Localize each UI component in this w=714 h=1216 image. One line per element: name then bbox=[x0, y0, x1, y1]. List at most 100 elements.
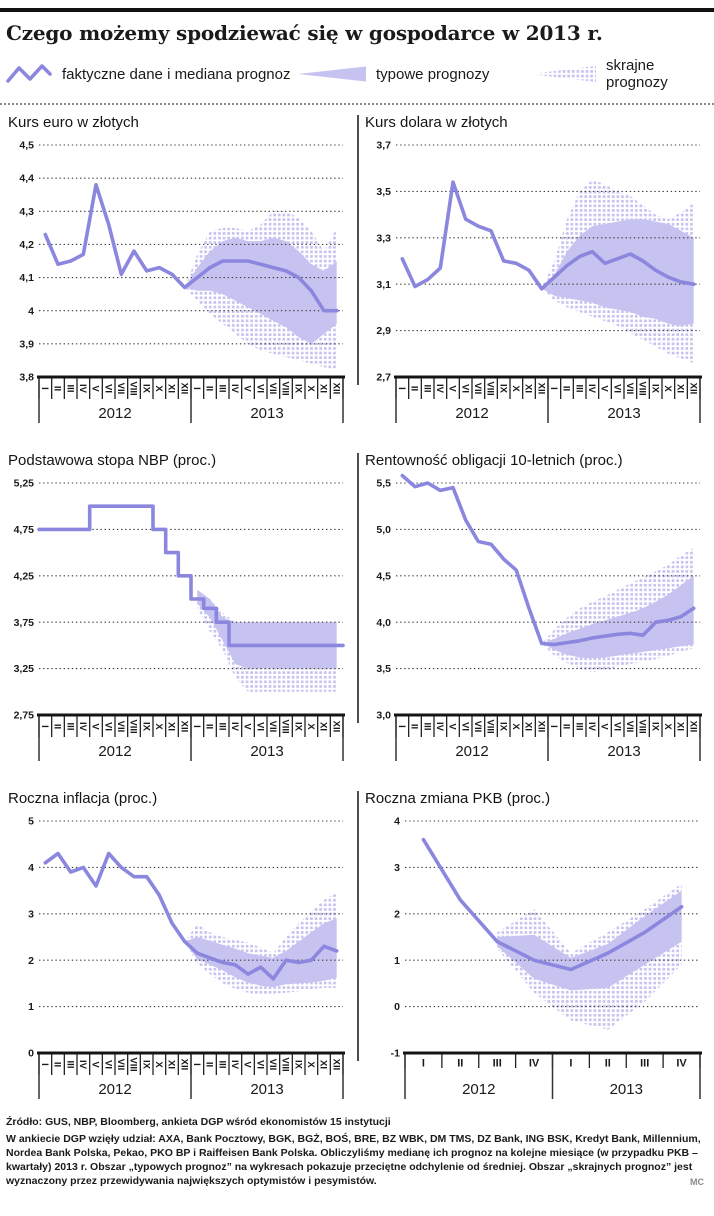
svg-text:X: X bbox=[305, 723, 316, 730]
svg-text:XII: XII bbox=[330, 721, 341, 733]
svg-text:IV: IV bbox=[676, 1057, 687, 1069]
svg-text:II: II bbox=[561, 386, 572, 391]
svg-text:3,25: 3,25 bbox=[14, 663, 35, 675]
svg-text:VIII: VIII bbox=[280, 1057, 291, 1071]
svg-text:IX: IX bbox=[292, 722, 303, 732]
svg-text:3,9: 3,9 bbox=[19, 338, 34, 350]
svg-text:1: 1 bbox=[394, 955, 400, 967]
svg-text:IV: IV bbox=[229, 384, 240, 394]
svg-text:II: II bbox=[204, 386, 215, 391]
svg-text:VII: VII bbox=[624, 383, 635, 395]
svg-text:VI: VI bbox=[254, 384, 265, 393]
svg-text:I: I bbox=[191, 387, 202, 390]
svg-text:V: V bbox=[242, 723, 253, 730]
svg-text:4,25: 4,25 bbox=[14, 570, 35, 582]
svg-text:XI: XI bbox=[166, 384, 177, 393]
svg-text:V: V bbox=[599, 723, 610, 730]
svg-text:4,0: 4,0 bbox=[376, 617, 391, 629]
svg-text:VI: VI bbox=[459, 384, 470, 393]
svg-text:IX: IX bbox=[649, 722, 660, 732]
svg-text:VIII: VIII bbox=[280, 719, 291, 733]
svg-text:2013: 2013 bbox=[607, 405, 640, 422]
svg-text:2,75: 2,75 bbox=[14, 710, 35, 722]
svg-text:3,7: 3,7 bbox=[376, 140, 391, 152]
chart-title-pkb: Roczna zmiana PKB (proc.) bbox=[365, 790, 551, 807]
svg-text:XII: XII bbox=[535, 383, 546, 395]
svg-text:VIII: VIII bbox=[128, 1057, 139, 1071]
svg-text:VI: VI bbox=[254, 722, 265, 731]
chart-title-dolar: Kurs dolara w złotych bbox=[365, 114, 508, 131]
svg-text:V: V bbox=[599, 385, 610, 392]
svg-text:VII: VII bbox=[267, 721, 278, 733]
svg-text:XI: XI bbox=[166, 722, 177, 731]
svg-text:VII: VII bbox=[267, 383, 278, 395]
chart-plot-obligacje: 5,55,04,54,03,53,0I II III IV V VI VII VIII IX X X… bbox=[376, 473, 702, 761]
svg-text:I: I bbox=[191, 725, 202, 728]
svg-text:I: I bbox=[396, 387, 407, 390]
svg-text:I: I bbox=[191, 1063, 202, 1066]
svg-text:XII: XII bbox=[178, 1059, 189, 1071]
svg-text:V: V bbox=[242, 385, 253, 392]
extreme-hatch-icon bbox=[530, 66, 596, 82]
svg-text:VIII: VIII bbox=[128, 719, 139, 733]
svg-text:III: III bbox=[421, 385, 432, 393]
svg-text:I: I bbox=[422, 1057, 425, 1069]
svg-text:2012: 2012 bbox=[455, 743, 488, 760]
svg-text:I: I bbox=[548, 387, 559, 390]
svg-text:X: X bbox=[662, 723, 673, 730]
svg-text:3,3: 3,3 bbox=[376, 232, 391, 244]
svg-text:X: X bbox=[153, 1061, 164, 1068]
svg-text:XI: XI bbox=[318, 384, 329, 393]
svg-text:4: 4 bbox=[394, 816, 400, 828]
svg-text:4: 4 bbox=[28, 862, 34, 874]
svg-text:IX: IX bbox=[140, 384, 151, 394]
svg-text:XII: XII bbox=[687, 721, 698, 733]
zigzag-line-icon bbox=[6, 64, 52, 83]
svg-text:II: II bbox=[204, 724, 215, 729]
svg-text:IX: IX bbox=[649, 384, 660, 394]
svg-text:2: 2 bbox=[394, 908, 400, 920]
svg-text:I: I bbox=[569, 1057, 572, 1069]
chart-cell-euro: Kurs euro w złotych 4,5 4,4 4,3 4,2 4,1 4 3,9 3… bbox=[0, 110, 357, 427]
legend: faktyczne dane i mediana prognoz typowe … bbox=[0, 47, 714, 91]
svg-text:4,5: 4,5 bbox=[376, 570, 391, 582]
svg-text:VI: VI bbox=[611, 722, 622, 731]
svg-text:IX: IX bbox=[292, 384, 303, 394]
svg-text:1: 1 bbox=[28, 1001, 34, 1013]
svg-text:II: II bbox=[409, 386, 420, 391]
svg-text:III: III bbox=[216, 723, 227, 731]
svg-text:III: III bbox=[64, 723, 75, 731]
chart-cell-dolar: Kurs dolara w złotych 3,7 3,5 3,3 3,1 2,9 2,7… bbox=[357, 110, 714, 427]
svg-text:III: III bbox=[640, 1057, 649, 1069]
svg-text:2013: 2013 bbox=[250, 1081, 283, 1098]
svg-text:4: 4 bbox=[28, 305, 34, 317]
svg-text:IX: IX bbox=[497, 384, 508, 394]
svg-text:VII: VII bbox=[267, 1059, 278, 1071]
svg-text:III: III bbox=[216, 1061, 227, 1069]
legend-item-actual: faktyczne dane i mediana prognoz bbox=[6, 61, 298, 87]
svg-text:II: II bbox=[204, 1062, 215, 1067]
svg-text:XI: XI bbox=[318, 722, 329, 731]
svg-text:2013: 2013 bbox=[607, 743, 640, 760]
svg-text:-1: -1 bbox=[391, 1048, 400, 1060]
svg-text:IV: IV bbox=[434, 384, 445, 394]
chart-title-obligacje: Rentowność obligacji 10-letnich (proc.) bbox=[365, 452, 623, 469]
chart-plot-dolar: 3,73,53,33,12,92,7I II III IV V VI VII VIII IX X X… bbox=[376, 140, 702, 423]
svg-text:3,0: 3,0 bbox=[376, 710, 391, 722]
svg-text:XII: XII bbox=[178, 721, 189, 733]
svg-text:X: X bbox=[305, 385, 316, 392]
svg-text:XI: XI bbox=[523, 384, 534, 393]
svg-text:XII: XII bbox=[330, 383, 341, 395]
svg-text:V: V bbox=[90, 723, 101, 730]
svg-text:X: X bbox=[305, 1061, 316, 1068]
svg-text:IV: IV bbox=[229, 1060, 240, 1070]
svg-text:VIII: VIII bbox=[637, 381, 648, 395]
svg-text:X: X bbox=[153, 723, 164, 730]
svg-text:2012: 2012 bbox=[462, 1081, 495, 1098]
chart-title-inflacja: Roczna inflacja (proc.) bbox=[8, 790, 158, 807]
svg-text:IV: IV bbox=[77, 384, 88, 394]
svg-text:VI: VI bbox=[254, 1060, 265, 1069]
svg-text:XII: XII bbox=[535, 721, 546, 733]
svg-text:2: 2 bbox=[28, 955, 34, 967]
legend-label-extreme: skrajne prognozy bbox=[606, 57, 668, 91]
